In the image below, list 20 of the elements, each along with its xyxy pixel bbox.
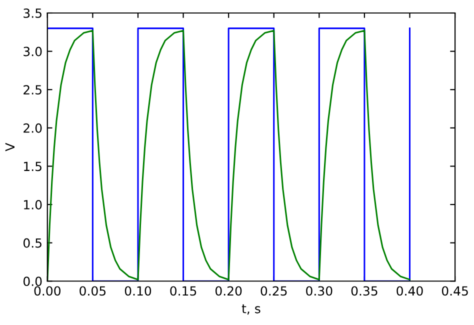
- x-tick-label: 0.40: [396, 286, 423, 296]
- y-tick-label: 1.5: [24, 162, 42, 172]
- y-tick-label: 1.0: [24, 200, 42, 210]
- x-axis-title: t, s: [242, 304, 260, 315]
- x-tick-label: 0.10: [124, 286, 152, 296]
- y-axis-title: V: [5, 142, 15, 152]
- x-tick-label: 0.20: [215, 286, 242, 296]
- x-tick-label: 0.30: [306, 286, 332, 296]
- x-tick-label: 0.05: [80, 286, 106, 296]
- y-tick-label: 3.0: [24, 46, 42, 56]
- y-tick-label: 0.5: [23, 238, 42, 248]
- x-tick-label: 0.00: [34, 286, 60, 296]
- y-tick-label: 2.0: [24, 123, 42, 133]
- x-tick-label: 0.35: [351, 286, 378, 296]
- y-tick-label: 2.5: [24, 85, 42, 95]
- x-tick-label: 0.45: [442, 286, 468, 296]
- y-tick-label: 3.5: [24, 8, 42, 18]
- y-tick-label: 0.0: [23, 276, 42, 286]
- x-tick-label: 0.25: [260, 286, 287, 296]
- x-tick-label: 0.15: [170, 286, 196, 296]
